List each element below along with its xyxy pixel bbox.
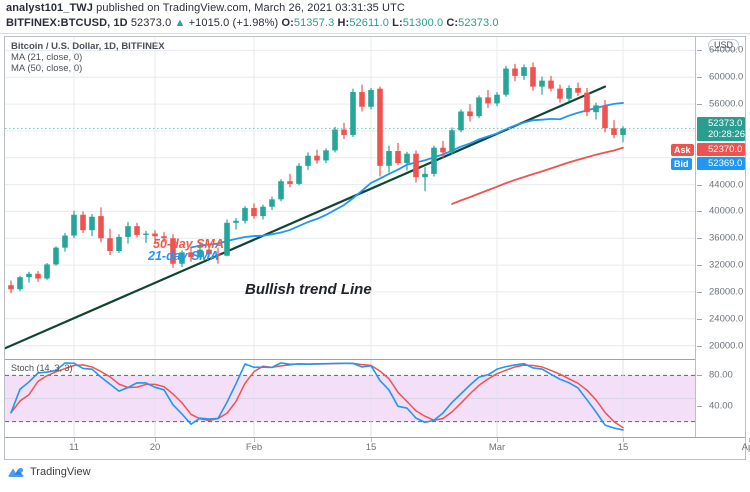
currency-badge: USD [708, 39, 740, 51]
tradingview-footer: TradingView [8, 466, 91, 482]
change-value: +1015.0 (+1.98%) [188, 17, 279, 29]
price-axis-tick [697, 50, 702, 52]
pane-divider [5, 359, 695, 360]
last-price-countdown: 20:28:26 [708, 129, 745, 141]
stoch-axis-label: 80.00 [709, 369, 733, 381]
price-axis-tick [697, 291, 702, 293]
last-price-value: 52373.0 [130, 17, 172, 29]
price-axis-label: 24000.0 [709, 313, 744, 325]
close-label: C: [446, 17, 459, 29]
stoch-axis-tick [697, 406, 702, 408]
stoch-axis-label: 40.00 [709, 400, 733, 412]
time-axis-tick [623, 438, 624, 442]
time-axis-label: 15 [365, 442, 377, 453]
tradingview-logo-icon [8, 466, 25, 482]
price-axis-tick [697, 211, 702, 213]
price-axis-label: 64000.0 [709, 44, 744, 56]
pane-legend-ma21: MA (21, close, 0) [11, 52, 83, 63]
annotation-sma50: 50-day SMA [153, 237, 224, 251]
chart-frame: Bitcoin / U.S. Dollar, 1D, BITFINEX MA (… [4, 36, 750, 460]
last-price-badge: 52373.0 20:28:26 [697, 117, 745, 142]
stoch-pane[interactable]: Stoch (14, 3, 3) [5, 360, 695, 437]
price-axis-label: 56000.0 [709, 98, 744, 110]
price-axis-tick [697, 318, 702, 320]
price-axis-tick [697, 345, 702, 347]
price-pane[interactable]: Bitcoin / U.S. Dollar, 1D, BITFINEX MA (… [5, 37, 695, 359]
last-price-badge-value: 52373.0 [708, 118, 743, 130]
stoch-axis-tick [697, 375, 702, 377]
price-axis-tick [697, 265, 702, 267]
time-axis-label: Feb [245, 442, 263, 453]
price-axis-label: 20000.0 [709, 340, 744, 352]
stoch-chart-svg [5, 360, 695, 437]
author-name: analyst101_TWJ [6, 2, 93, 14]
time-axis-label: 20 [149, 442, 161, 453]
chart-header: analyst101_TWJ published on TradingView.… [0, 0, 750, 34]
annotation-sma21: 21-day SMA [148, 249, 219, 263]
low-label: L: [392, 17, 403, 29]
publish-line: analyst101_TWJ published on TradingView.… [6, 2, 405, 14]
high-value: 52611.0 [349, 17, 389, 29]
time-axis-label: Apr [741, 442, 750, 453]
pane-legend-ma50: MA (50, close, 0) [11, 63, 83, 74]
time-axis-tick [74, 438, 75, 442]
quote-line: BITFINEX:BTCUSD, 1D 52373.0 ▲ +1015.0 (+… [6, 17, 499, 29]
price-axis[interactable]: USD 64000.0 60000.0 56000.0 44000.0 40000.0 3… [671, 37, 745, 437]
stoch-legend: Stoch (14, 3, 3) [11, 363, 73, 373]
open-value: 51357.3 [293, 17, 335, 29]
publish-info: published on TradingView.com, March 26, … [93, 2, 405, 14]
open-label: O: [281, 17, 294, 29]
price-axis-label: 44000.0 [709, 179, 744, 191]
time-axis-label: 11 [69, 442, 79, 453]
price-axis-label: 36000.0 [709, 232, 744, 244]
price-axis-tick [697, 77, 702, 79]
time-axis-tick [371, 438, 372, 442]
low-value: 51300.0 [402, 17, 444, 29]
price-axis-label: 60000.0 [709, 71, 744, 83]
tag-ask: Ask [671, 143, 694, 156]
tradingview-brand: TradingView [30, 466, 91, 478]
high-label: H: [337, 17, 350, 29]
badge-ask: 52370.0 [697, 143, 745, 157]
time-axis-label: Mar [488, 442, 506, 453]
time-axis-tick [254, 438, 255, 442]
time-axis-tick [155, 438, 156, 442]
stoch-divider [5, 437, 745, 438]
price-chart-svg [5, 37, 695, 359]
annotation-trendline: Bullish trend Line [245, 281, 372, 298]
badge-bid: 52369.0 [697, 157, 745, 171]
pane-legend-title: Bitcoin / U.S. Dollar, 1D, BITFINEX [11, 41, 165, 52]
header-divider [0, 33, 750, 34]
price-axis-tick [697, 238, 702, 240]
price-axis-tick [697, 184, 702, 186]
symbol-label: BITFINEX:BTCUSD, 1D [6, 17, 128, 29]
price-axis-tick [697, 104, 702, 106]
up-arrow-icon: ▲ [174, 17, 186, 29]
price-axis-label: 32000.0 [709, 259, 744, 271]
time-axis-tick [497, 438, 498, 442]
tag-bid: Bid [671, 157, 692, 170]
price-axis-label: 40000.0 [709, 205, 744, 217]
price-axis-label: 28000.0 [709, 286, 744, 298]
time-axis[interactable]: 11 20 Feb 15 Mar 15 Apr [5, 438, 750, 459]
close-value: 52373.0 [458, 17, 499, 29]
time-axis-label: 15 [617, 442, 629, 453]
